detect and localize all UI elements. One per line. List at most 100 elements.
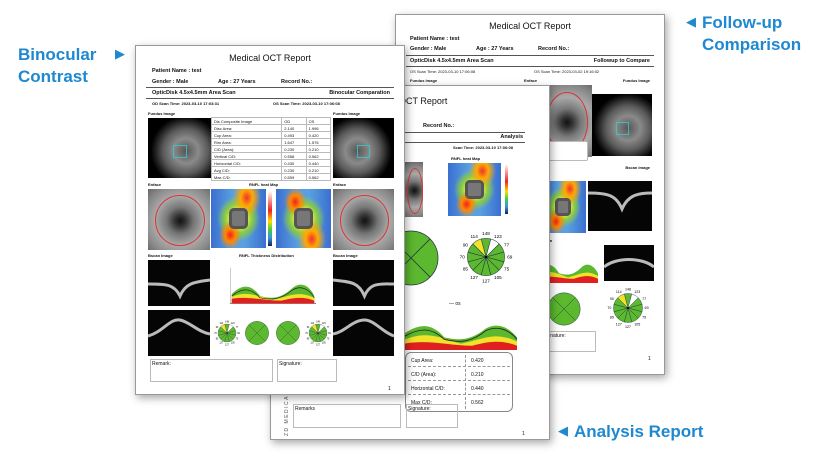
patient-name: Patient Name : test	[152, 68, 202, 74]
callout-line: Follow-up	[702, 13, 783, 32]
bscan-label: Bscan Image	[625, 165, 650, 170]
center-dot	[317, 332, 319, 334]
table-cell: 0.210	[305, 145, 332, 153]
remarks-box: Remarks	[293, 404, 401, 428]
signature-box: Signature:	[277, 359, 337, 382]
enface-label: Enface	[333, 182, 347, 187]
divider	[146, 98, 394, 99]
table-cell: 0.230	[281, 145, 307, 153]
os-enface-image	[333, 189, 394, 250]
sector-value: 127	[225, 344, 230, 346]
bscan-image	[604, 245, 654, 281]
report-mode: Analysis	[500, 134, 523, 140]
os-bscan-image	[333, 310, 394, 356]
age: Age : 27 Years	[476, 46, 514, 52]
center-dot	[226, 332, 228, 334]
sector-value: 69	[237, 333, 240, 335]
sector-value: 90	[216, 327, 219, 329]
table-cell: 0.430	[281, 159, 307, 167]
sector-value: 127	[616, 322, 622, 326]
cell: Cup Area:	[408, 355, 466, 367]
cell: Max C/D:	[408, 397, 466, 409]
os-quadrant-chart	[276, 321, 300, 345]
heatmap-label: RNFL heat Map	[451, 156, 481, 161]
thickness-label: RNFL Thickness Distribution	[239, 253, 294, 258]
sector-value: 75	[504, 266, 510, 271]
os-fundus-image	[333, 118, 394, 178]
sector-value: 123	[322, 323, 327, 325]
sector-value: 85	[307, 339, 310, 341]
scan-time: OS Scan Time: 2023-03-02 19:16:02	[534, 69, 600, 74]
sector-value: 77	[642, 297, 646, 301]
legend: — os	[449, 301, 461, 307]
quadrant-chart	[547, 292, 581, 326]
sector-value: 127	[219, 343, 224, 345]
sector-value: 114	[470, 234, 478, 239]
bscan-image	[588, 181, 652, 231]
cell: Horizontal C/D:	[408, 383, 466, 395]
sector-value: 85	[463, 266, 469, 271]
od-quadrant-chart	[245, 321, 269, 345]
table-row: Max C/D: 0.562	[408, 397, 510, 409]
table-row: C/D (Area): 0.210	[408, 369, 510, 381]
scan-time: Scan Time: 2023-03-10 17:06:08	[453, 145, 513, 150]
sector-value: 148	[316, 321, 321, 323]
od-enface-image	[148, 189, 210, 250]
fundus-image	[592, 94, 652, 156]
heatmap-label: RNFL heat Map	[249, 182, 279, 187]
table-cell: 0.230	[281, 166, 307, 174]
report-title: Medical OCT Report	[489, 21, 571, 31]
record-no: Record No.:	[423, 123, 455, 129]
od-bscan-image	[148, 310, 210, 356]
thickness-chart	[405, 325, 517, 350]
enface-label: Enface	[524, 78, 538, 83]
sector	[617, 293, 629, 309]
sector-value: 148	[225, 321, 230, 323]
table-cell: 0.420	[305, 131, 332, 139]
table-cell: 0.562	[305, 152, 332, 160]
color-scale	[505, 164, 508, 214]
gender: Gender : Male	[410, 46, 447, 52]
bscan-label: Bscan Image	[333, 253, 358, 258]
report-mode: Binocular Comparation	[329, 90, 390, 96]
table-cell: 0.440	[305, 159, 332, 167]
enface-label: Enface	[148, 182, 162, 187]
brand-watermark: ZD MEDICAL	[284, 390, 290, 436]
remark-box: Remark:	[150, 359, 273, 382]
enface-image	[405, 162, 423, 217]
sector-value: 123	[494, 234, 502, 239]
sector-value: 114	[219, 323, 223, 325]
sector-value: 105	[634, 322, 640, 326]
table-row: Horizontal C/D: 0.440	[408, 383, 510, 395]
fundus-label: Fundus Image	[410, 78, 438, 83]
table-row: Horizontal C/D: 0.430 0.440	[210, 159, 332, 167]
callout-line: Comparison	[702, 35, 802, 54]
color-scale	[268, 191, 272, 246]
gender: Gender : Male	[152, 79, 189, 85]
callout-line: Binocular	[18, 45, 97, 64]
quadrant-divider	[248, 324, 266, 342]
od-fundus-image	[148, 118, 211, 178]
callout-line: Contrast	[18, 67, 88, 86]
remark-label: Remark:	[152, 361, 171, 367]
table-row: Cup Area: 0.420	[408, 355, 510, 367]
table-cell: Vertical C/D:	[210, 152, 283, 160]
cell: 0.210	[468, 369, 510, 381]
fundus-label: Fundus Image	[622, 78, 650, 83]
sector-value: 127	[625, 325, 631, 329]
sector-value: 85	[610, 316, 614, 320]
table-cell: Disc Area:	[210, 124, 283, 132]
cell: 0.562	[471, 400, 484, 406]
sector-value: 85	[216, 339, 219, 341]
sector-value: 127	[482, 278, 490, 283]
metrics-table: Cup Area: 0.420 C/D (Area): 0.210 Horizont…	[405, 352, 513, 412]
sector-value: 70	[305, 333, 308, 335]
table-row: Avg C/D: 0.230 0.210	[210, 166, 332, 174]
quadrant-divider	[552, 297, 576, 321]
thickness-chart	[230, 268, 316, 304]
divider	[406, 55, 654, 56]
center-dot	[627, 307, 629, 309]
table-row: Vertical C/D: 0.558 0.562	[210, 152, 332, 160]
quadrant-divider	[279, 324, 297, 342]
